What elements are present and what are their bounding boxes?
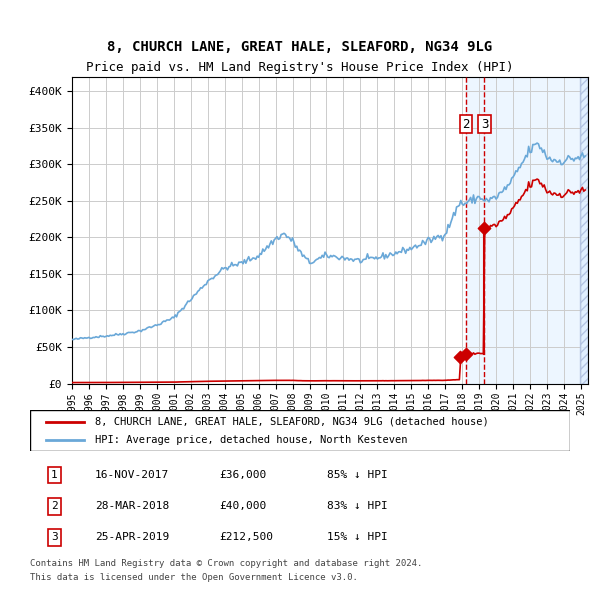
Text: £40,000: £40,000: [219, 502, 266, 511]
Bar: [580, 77, 588, 384]
Text: 28-MAR-2018: 28-MAR-2018: [95, 502, 169, 511]
Text: 8, CHURCH LANE, GREAT HALE, SLEAFORD, NG34 9LG: 8, CHURCH LANE, GREAT HALE, SLEAFORD, NG…: [107, 40, 493, 54]
Text: 3: 3: [51, 532, 58, 542]
Text: Price paid vs. HM Land Registry's House Price Index (HPI): Price paid vs. HM Land Registry's House …: [86, 61, 514, 74]
Text: 85% ↓ HPI: 85% ↓ HPI: [327, 470, 388, 480]
Text: This data is licensed under the Open Government Licence v3.0.: This data is licensed under the Open Gov…: [30, 572, 358, 582]
Text: £212,500: £212,500: [219, 532, 273, 542]
Text: 83% ↓ HPI: 83% ↓ HPI: [327, 502, 388, 511]
Text: Contains HM Land Registry data © Crown copyright and database right 2024.: Contains HM Land Registry data © Crown c…: [30, 559, 422, 568]
Point: [455, 352, 465, 362]
Bar: [466, 77, 588, 384]
Text: 2: 2: [51, 502, 58, 511]
Text: 16-NOV-2017: 16-NOV-2017: [95, 470, 169, 480]
Point: [461, 349, 471, 359]
Text: £36,000: £36,000: [219, 470, 266, 480]
Point: [479, 224, 489, 233]
Text: 15% ↓ HPI: 15% ↓ HPI: [327, 532, 388, 542]
Text: 8, CHURCH LANE, GREAT HALE, SLEAFORD, NG34 9LG (detached house): 8, CHURCH LANE, GREAT HALE, SLEAFORD, NG…: [95, 417, 488, 427]
Text: HPI: Average price, detached house, North Kesteven: HPI: Average price, detached house, Nort…: [95, 435, 407, 445]
Text: 3: 3: [481, 117, 488, 130]
Text: 25-APR-2019: 25-APR-2019: [95, 532, 169, 542]
Text: 1: 1: [51, 470, 58, 480]
Bar: [580, 77, 588, 384]
Text: 2: 2: [463, 117, 470, 130]
